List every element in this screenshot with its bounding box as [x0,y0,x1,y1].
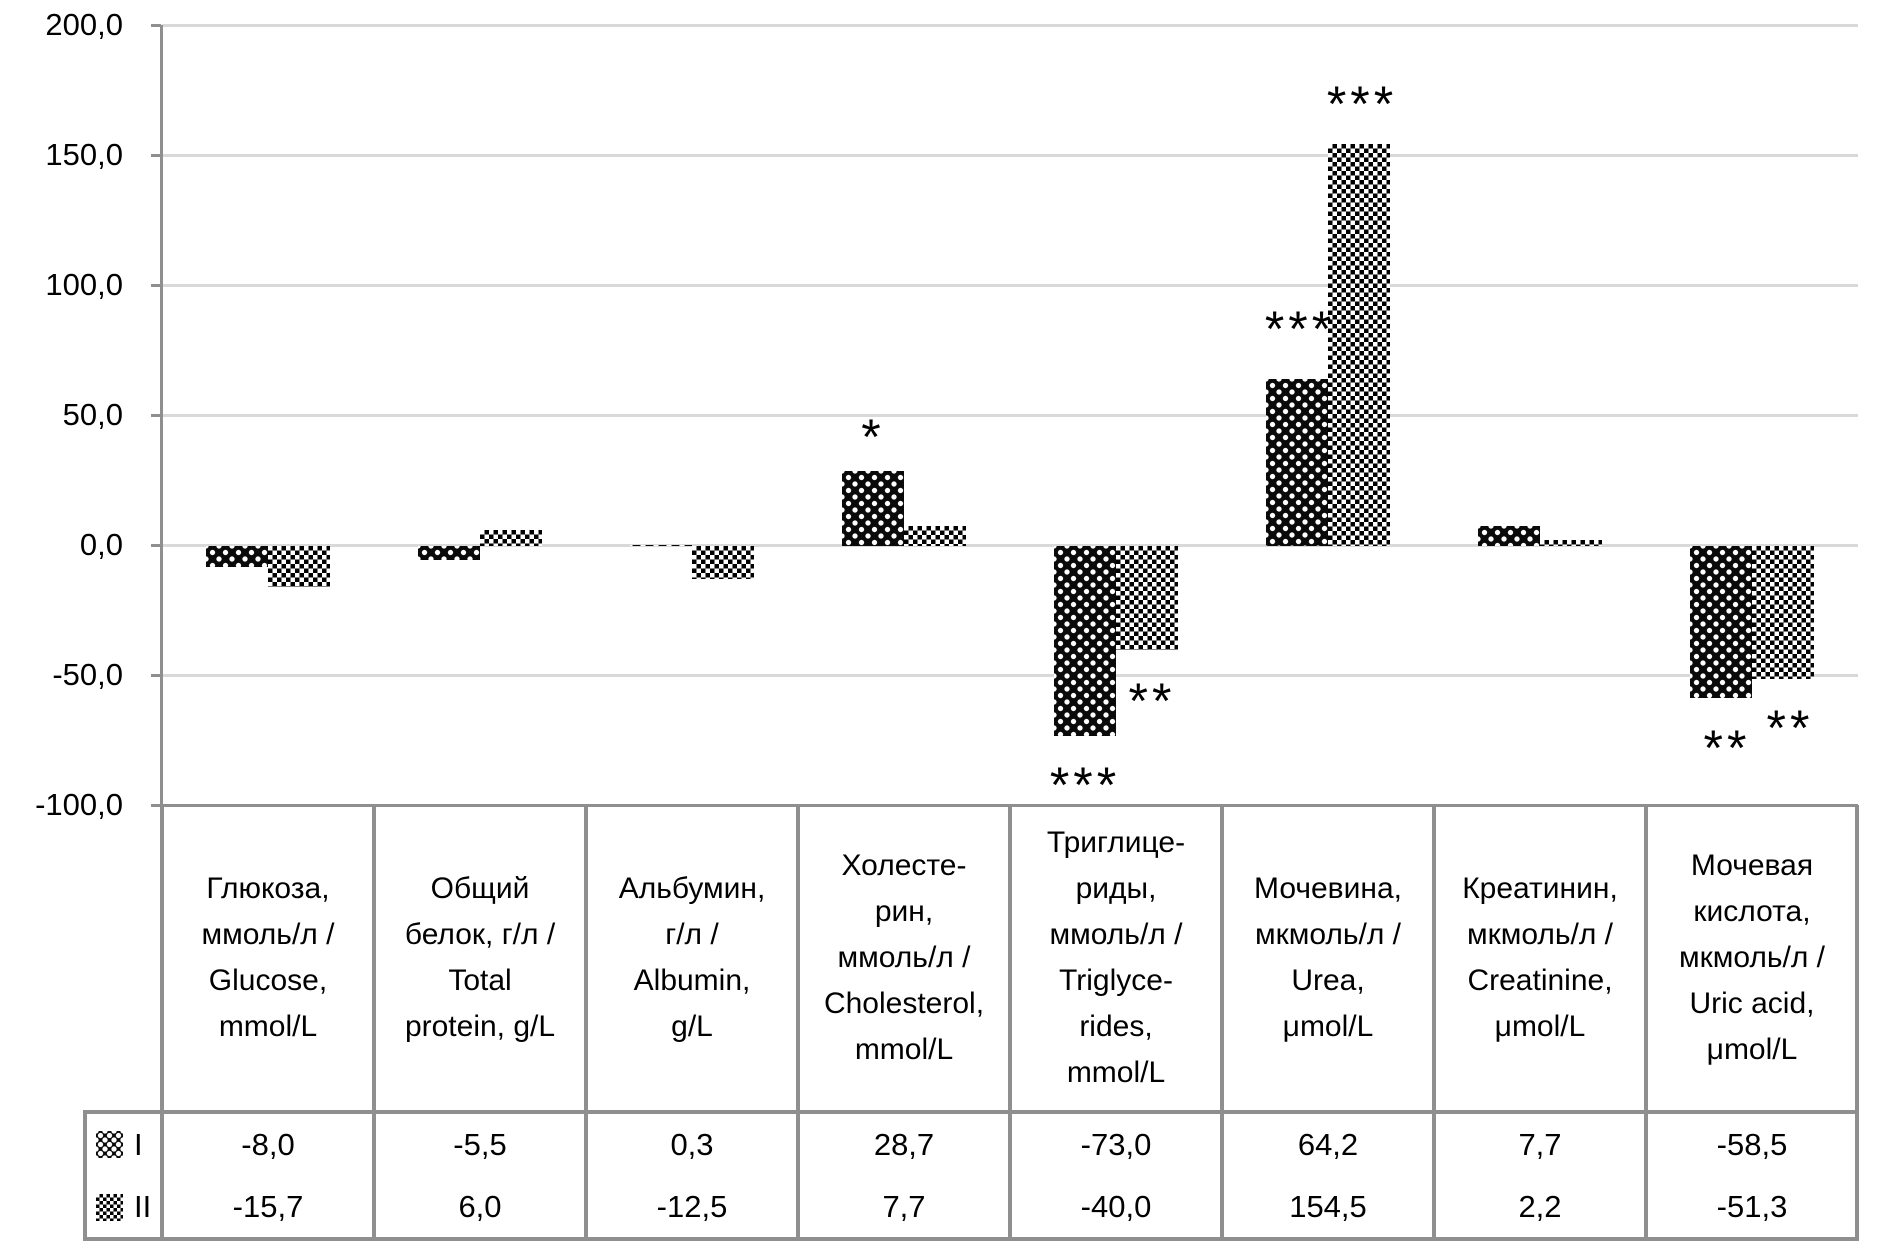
table-border [83,1237,1859,1241]
y-axis-line [160,25,163,807]
y-tick [151,674,161,677]
value-II-urea: 154,5 [1289,1189,1367,1224]
y-tick [151,414,161,417]
y-tick [151,24,161,27]
value-II-uric-acid: -51,3 [1716,1189,1788,1224]
legend-label-series-2: II [134,1189,152,1224]
category-header-cholesterol: Холесте- рин, ммоль/л / Cholesterol, mmo… [823,849,985,1066]
table-border [1644,805,1648,1241]
bar-I-category-6 [1266,379,1328,546]
table-border [796,805,800,1241]
y-tick [151,804,161,807]
bar-II-category-6 [1328,144,1390,546]
value-II-total-protein: 6,0 [458,1189,502,1224]
annotation-uric-acid-I: ** [1703,720,1751,776]
y-tick [151,544,161,547]
value-II-triglycerides: -40,0 [1080,1189,1152,1224]
value-II-creatinine: 2,2 [1518,1189,1562,1224]
gridline-100 [162,284,1858,287]
value-II-glucose: -15,7 [232,1189,304,1224]
bar-I-category-5 [1054,546,1116,736]
bar-II-category-5 [1116,546,1178,650]
bar-II-category-3 [692,546,754,579]
table-border [1855,805,1859,1241]
gridline-neg50 [162,674,1858,677]
gridline-200 [162,24,1858,27]
bar-I-category-3 [630,545,692,546]
bar-I-category-8 [1690,546,1752,699]
value-II-cholesterol: 7,7 [882,1189,926,1224]
table-border [1008,805,1012,1241]
table-border [160,805,164,1241]
bar-II-category-1 [268,546,330,587]
category-header-total-protein: Общий белок, г/л / Total protein, g/L [404,872,556,1043]
category-header-albumin: Альбумин, г/л / Albumin, g/L [618,872,766,1043]
value-I-triglycerides: -73,0 [1080,1127,1152,1162]
annotation-cholesterol-I: * [861,409,885,465]
value-I-total-protein: -5,5 [453,1127,507,1162]
value-II-albumin: -12,5 [656,1189,728,1224]
y-tick [151,154,161,157]
annotation-urea-II: *** [1326,76,1398,132]
bar-I-category-7 [1478,525,1540,546]
value-I-creatinine: 7,7 [1518,1127,1562,1162]
bar-II-category-7 [1540,540,1602,546]
table-border [1220,805,1224,1241]
value-I-uric-acid: -58,5 [1716,1127,1788,1162]
value-I-glucose: -8,0 [241,1127,295,1162]
annotation-urea-I: *** [1264,301,1336,357]
y-axis-label: 200,0 [45,7,123,42]
bar-I-category-1 [206,546,268,567]
y-axis-label: -50,0 [52,657,123,692]
table-border [83,1111,87,1241]
gridline-0 [162,544,1858,547]
category-header-creatinine: Креатинин, мкмоль/л / Creatinine, μmol/L [1462,872,1618,1043]
legend-swatch-series-1 [96,1131,123,1158]
table-border [1432,805,1436,1241]
bar-II-category-8 [1752,546,1814,680]
bar-I-category-4 [842,471,904,546]
legend-swatch-series-2 [96,1194,123,1221]
bar-II-category-4 [904,525,966,546]
annotation-uric-acid-II: ** [1766,700,1814,756]
category-header-glucose: Глюкоза, ммоль/л / Glucose, mmol/L [201,872,335,1043]
y-axis-label: -100,0 [35,787,123,822]
value-I-urea: 64,2 [1297,1127,1359,1162]
bar-I-category-2 [418,546,480,561]
table-border [372,805,376,1241]
y-axis-label: 50,0 [62,397,123,432]
category-header-urea: Мочевина, мкмоль/л / Urea, μmol/L [1254,872,1402,1043]
annotation-triglycerides-II: ** [1128,673,1176,729]
table-border [83,1110,1859,1114]
gridline-150 [162,154,1858,157]
y-axis-label: 150,0 [45,137,123,172]
gridline-50 [162,414,1858,417]
bar-II-category-2 [480,530,542,546]
value-I-albumin: 0,3 [670,1127,714,1162]
y-axis-label: 0,0 [79,527,123,562]
category-header-uric-acid: Мочевая кислота, мкмоль/л / Uric acid, μ… [1678,849,1826,1066]
y-axis-label: 100,0 [45,267,123,302]
table-border [584,805,588,1241]
annotation-triglycerides-I: *** [1049,757,1121,813]
legend-label-series-1: I [134,1127,143,1162]
category-header-triglycerides: Триглице- риды, ммоль/л / Triglyce- ride… [1046,826,1186,1089]
value-I-cholesterol: 28,7 [873,1127,935,1162]
y-tick [151,284,161,287]
